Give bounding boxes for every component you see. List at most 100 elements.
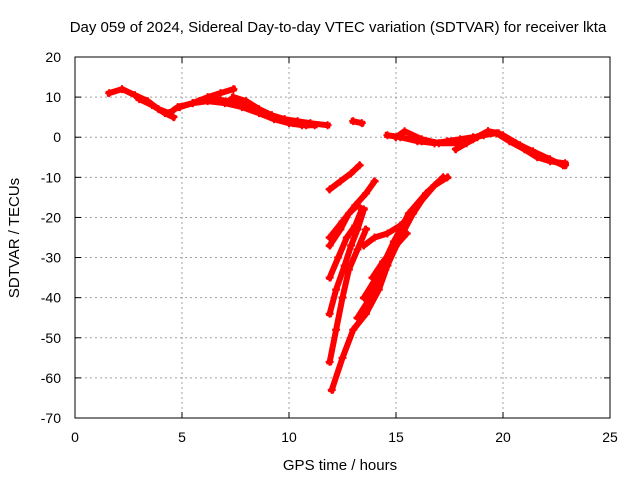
data-point <box>353 313 362 322</box>
x-tick-label: 5 <box>178 429 186 445</box>
data-point <box>359 241 368 250</box>
data-point <box>169 113 178 122</box>
data-point <box>338 353 347 362</box>
data-point <box>325 309 334 318</box>
data-point <box>430 139 439 148</box>
data-point <box>325 241 334 250</box>
series-line-dip-5 <box>326 205 368 318</box>
data-point <box>267 111 276 120</box>
data-point <box>242 97 251 106</box>
data-point <box>188 99 197 108</box>
data-point <box>353 245 362 254</box>
y-tick-label: -30 <box>41 250 61 266</box>
x-tick-label: 15 <box>388 429 404 445</box>
x-axis-label: GPS time / hours <box>283 457 397 474</box>
data-point <box>332 285 341 294</box>
data-point <box>353 225 362 234</box>
y-tick-label: -70 <box>41 410 61 426</box>
data-point <box>325 185 334 194</box>
data-point <box>362 225 371 234</box>
y-tick-label: -10 <box>41 169 61 185</box>
data-point <box>148 101 157 110</box>
data-point <box>359 293 368 302</box>
data-point <box>280 115 289 124</box>
series-line-recover-4 <box>368 229 411 282</box>
data-point <box>546 155 555 164</box>
plot-frame <box>74 56 611 419</box>
data-point <box>347 169 356 178</box>
data-point <box>528 147 537 156</box>
data-point <box>417 137 426 146</box>
data-point <box>336 177 345 186</box>
y-tick-label: -20 <box>41 209 61 225</box>
data-point <box>439 173 448 182</box>
data-point <box>511 139 520 148</box>
x-tick-label: 10 <box>281 429 297 445</box>
data-point <box>379 257 388 266</box>
x-axis-tick-labels: 0 5 10 15 20 25 <box>71 429 618 445</box>
data-point <box>306 119 315 128</box>
series-line-dip-1 <box>325 161 364 194</box>
data-point <box>327 385 336 394</box>
series-line-dip-3 <box>325 201 362 250</box>
data-point <box>396 221 405 230</box>
data-point <box>362 189 371 198</box>
data-point <box>160 109 169 118</box>
x-tick-label: 20 <box>495 429 511 445</box>
series-line-early-arc-5 <box>135 95 178 122</box>
y-tick-label: 20 <box>45 49 61 65</box>
data-point <box>118 85 127 94</box>
data-point <box>402 229 411 238</box>
y-tick-label: -60 <box>41 370 61 386</box>
y-tick-label: -40 <box>41 290 61 306</box>
x-tick-label: 0 <box>71 429 79 445</box>
data-point <box>225 97 234 106</box>
data-point <box>293 117 302 126</box>
x-tick-label: 25 <box>602 429 618 445</box>
data-point <box>443 137 452 146</box>
data-point <box>342 233 351 242</box>
data-point <box>383 229 392 238</box>
data-point <box>359 205 368 214</box>
data-point <box>229 93 238 102</box>
y-axis-tick-labels: 20 10 0 -10 -20 -30 -40 -50 -60 -70 <box>41 49 61 426</box>
data-point <box>558 161 567 170</box>
data-point <box>370 233 379 242</box>
data-point <box>484 127 493 136</box>
grid <box>75 57 610 418</box>
data-point <box>255 105 264 114</box>
data-point <box>210 95 219 104</box>
chart-title: Day 059 of 2024, Sidereal Day-to-day VTE… <box>70 19 607 36</box>
data-point <box>344 265 353 274</box>
data-point <box>332 325 341 334</box>
data-point <box>368 273 377 282</box>
data-point <box>325 273 334 282</box>
data-point <box>456 135 465 144</box>
data-point <box>135 95 144 104</box>
data-point <box>383 131 392 140</box>
data-point <box>451 145 460 154</box>
data-point <box>392 133 400 142</box>
data-point <box>353 201 362 210</box>
data-point <box>195 97 204 106</box>
data-point <box>323 121 332 130</box>
data-point <box>130 91 139 100</box>
data-point <box>349 325 358 334</box>
data-point <box>229 85 238 94</box>
series-line-dip-6 <box>326 225 370 366</box>
data-point <box>494 129 503 138</box>
data-point <box>325 357 334 366</box>
y-axis-label: SDTVAR / TECUs <box>6 178 23 298</box>
data-point <box>400 127 409 136</box>
data-point <box>105 89 114 98</box>
data-point <box>216 89 225 98</box>
data-point <box>344 209 353 218</box>
data-point <box>338 293 347 302</box>
data-point <box>347 241 356 250</box>
data-point <box>409 209 418 218</box>
y-tick-label: 10 <box>45 89 61 105</box>
series-line-recover-3 <box>359 193 428 250</box>
data-point <box>419 193 428 202</box>
data-point <box>340 261 349 270</box>
